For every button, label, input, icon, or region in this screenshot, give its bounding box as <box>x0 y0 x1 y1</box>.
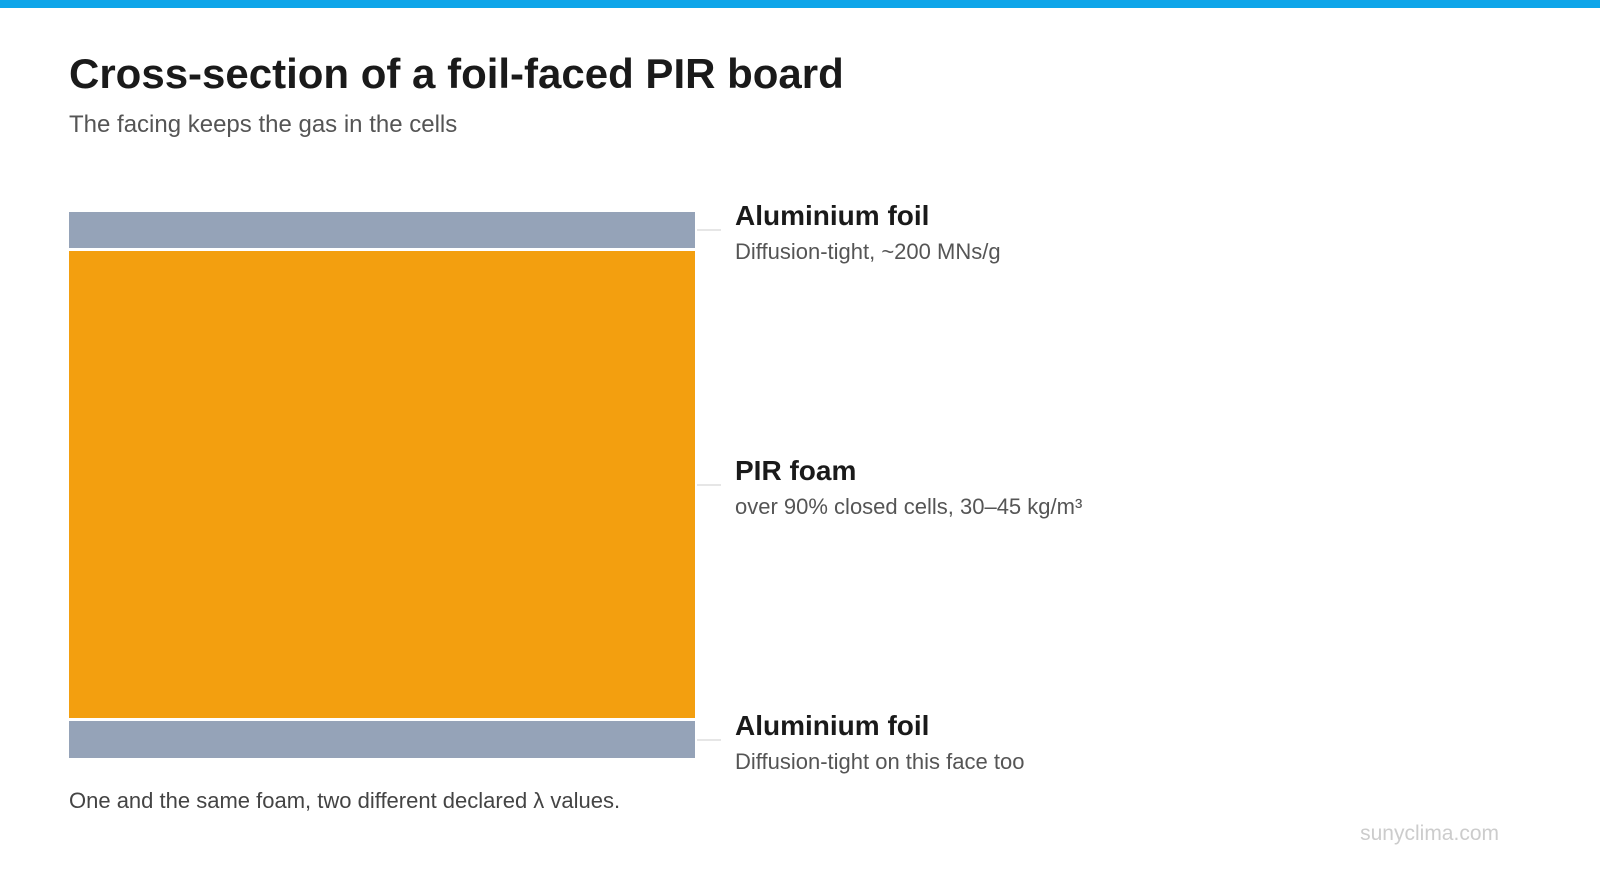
foil-layer <box>69 212 695 248</box>
layer-label: PIR foam <box>735 455 857 486</box>
layer-description: Diffusion-tight on this face too <box>735 749 1025 774</box>
layer-description: Diffusion-tight, ~200 MNs/g <box>735 239 1001 264</box>
foil-layer <box>69 721 695 758</box>
foam-layer <box>69 251 695 718</box>
watermark: sunyclima.com <box>1360 822 1499 845</box>
subtitle: The facing keeps the gas in the cells <box>69 111 458 138</box>
layer-label: Aluminium foil <box>735 710 930 741</box>
layer-label: Aluminium foil <box>735 200 930 231</box>
title: Cross-section of a foil-faced PIR board <box>69 50 844 97</box>
top-bar <box>0 0 1600 8</box>
layer-description: over 90% closed cells, 30–45 kg/m³ <box>735 494 1083 519</box>
footnote: One and the same foam, two different dec… <box>69 788 621 813</box>
